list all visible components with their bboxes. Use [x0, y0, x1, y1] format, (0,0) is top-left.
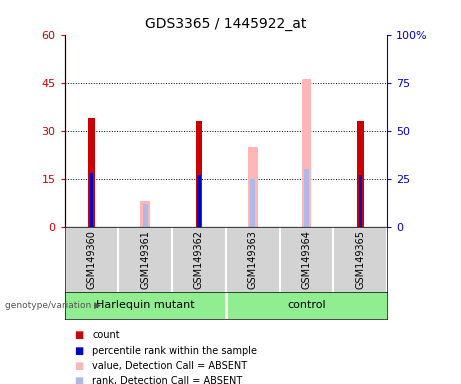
Text: value, Detection Call = ABSENT: value, Detection Call = ABSENT [92, 361, 247, 371]
Text: ■: ■ [74, 346, 83, 356]
Text: GSM149362: GSM149362 [194, 230, 204, 289]
Bar [140, 201, 150, 227]
Bar [88, 118, 95, 227]
Bar [357, 121, 364, 227]
Bar [197, 175, 201, 227]
Text: GSM149363: GSM149363 [248, 230, 258, 289]
Text: ■: ■ [74, 330, 83, 340]
Text: count: count [92, 330, 120, 340]
Text: ■: ■ [74, 361, 83, 371]
Text: genotype/variation ▶: genotype/variation ▶ [5, 301, 100, 310]
Bar [301, 79, 311, 227]
Bar [143, 204, 148, 227]
Bar [90, 173, 93, 227]
Bar [250, 179, 255, 227]
Text: GSM149361: GSM149361 [140, 230, 150, 289]
Text: Harlequin mutant: Harlequin mutant [96, 300, 195, 310]
Text: percentile rank within the sample: percentile rank within the sample [92, 346, 257, 356]
Bar [196, 121, 202, 227]
Bar [248, 147, 258, 227]
Text: rank, Detection Call = ABSENT: rank, Detection Call = ABSENT [92, 376, 242, 384]
Title: GDS3365 / 1445922_at: GDS3365 / 1445922_at [145, 17, 307, 31]
Text: ■: ■ [74, 376, 83, 384]
Text: GSM149364: GSM149364 [301, 230, 312, 289]
Text: GSM149360: GSM149360 [86, 230, 96, 289]
Bar [359, 175, 362, 227]
Bar [304, 169, 309, 227]
Text: GSM149365: GSM149365 [355, 230, 366, 289]
Text: control: control [287, 300, 326, 310]
